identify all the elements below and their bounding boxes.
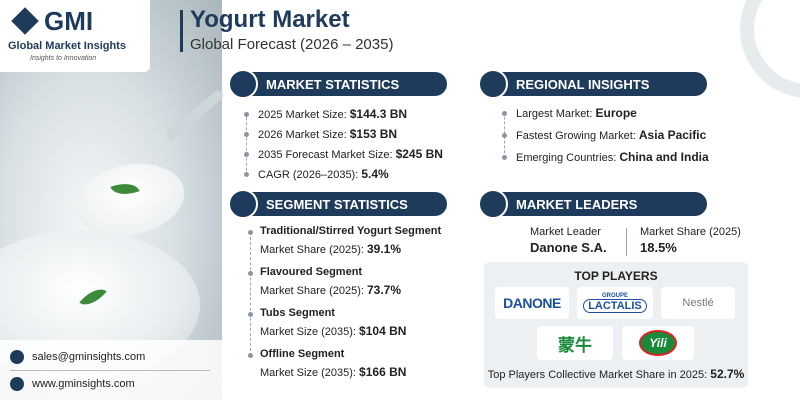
logo-text: GROUPE: [601, 293, 628, 299]
segment-value: 39.1%: [367, 242, 402, 256]
segment-label: Market Size (2035):: [260, 367, 356, 379]
logo-mark: GMI: [44, 6, 94, 36]
stat-value: $245 BN: [395, 147, 443, 161]
player-logo: DANONE: [495, 287, 569, 319]
stat: 2025 Market Size: $144.3 BN: [258, 107, 407, 121]
insight-value: Asia Pacific: [638, 128, 707, 142]
leader-label: Market Leader: [530, 226, 601, 238]
top-players-title: TOP PLAYERS: [574, 269, 658, 283]
deco-circle: [740, 0, 800, 98]
insight: Largest Market: Europe: [516, 106, 637, 120]
insight-value: Europe: [595, 106, 637, 120]
section-header: SEGMENT STATISTICS: [228, 189, 447, 219]
segment-value: 73.7%: [367, 283, 402, 297]
stat: CAGR (2026–2035): 5.4%: [258, 167, 389, 181]
segment-label: Market Share (2025):: [260, 244, 364, 256]
insight-label: Emerging Countries:: [516, 152, 617, 164]
section-title: MARKET STATISTICS: [266, 76, 400, 92]
subtitle: Global Forecast (2026 – 2035): [190, 36, 394, 53]
footer-value: 52.7%: [710, 367, 745, 381]
player-logo: Nestlé: [661, 287, 735, 319]
stat-value: 5.4%: [361, 167, 389, 181]
leader-name: Danone S.A.: [530, 240, 607, 255]
segment-stat: Market Share (2025): 73.7%: [260, 283, 401, 297]
footer-label: Top Players Collective Market Share in 2…: [487, 369, 708, 381]
timeline: [250, 232, 251, 356]
logo-text: Yili: [639, 330, 677, 356]
segment-name: Traditional/Stirred Yogurt Segment: [260, 225, 442, 237]
stat-label: 2026 Market Size:: [258, 129, 347, 141]
section-title: SEGMENT STATISTICS: [266, 196, 408, 212]
bullet: [502, 111, 507, 116]
web-icon: [10, 377, 24, 391]
stat: 2035 Forecast Market Size: $245 BN: [258, 147, 443, 161]
section-title: REGIONAL INSIGHTS: [516, 76, 650, 92]
bullet: [248, 271, 253, 276]
stat-value: $153 BN: [349, 127, 398, 141]
divider: [626, 228, 627, 256]
player-logo: GROUPE LACTALIS: [577, 287, 653, 319]
section-header: MARKET LEADERS: [478, 189, 707, 219]
stat-label: CAGR (2026–2035):: [258, 169, 359, 181]
bullet: [244, 132, 249, 137]
website: www.gminsights.com: [32, 378, 135, 390]
email-icon: [10, 350, 24, 364]
player-logo: 蒙牛: [537, 326, 613, 360]
player-logo: Yili: [622, 326, 694, 360]
logo-tagline: Insights to Innovation: [30, 55, 97, 62]
title-bar: [180, 10, 183, 52]
bullet: [248, 230, 253, 235]
segment-name: Tubs Segment: [260, 307, 335, 319]
section-header: MARKET STATISTICS: [228, 69, 447, 99]
stat-value: $144.3 BN: [349, 107, 408, 121]
segment-value: $166 BN: [359, 365, 407, 379]
logo: GMI Global Market Insights Insights to I…: [0, 0, 150, 72]
insight: Fastest Growing Market: Asia Pacific: [516, 128, 706, 142]
segment-label: Market Size (2035):: [260, 326, 356, 338]
bullet: [244, 152, 249, 157]
segment-stat: Market Share (2025): 39.1%: [260, 242, 401, 256]
email: sales@gminsights.com: [32, 351, 146, 363]
bullet: [244, 172, 249, 177]
stat-label: 2035 Forecast Market Size:: [258, 149, 393, 161]
segment-name: Offline Segment: [260, 348, 345, 360]
bullet: [248, 353, 253, 358]
bullet: [244, 112, 249, 117]
segment-name: Flavoured Segment: [260, 266, 363, 278]
bullet: [502, 133, 507, 138]
top-players-box: [484, 262, 748, 388]
stat-label: 2025 Market Size:: [258, 109, 347, 121]
insight-label: Fastest Growing Market:: [516, 130, 636, 142]
share-value: 18.5%: [640, 240, 677, 255]
logo-name: Global Market Insights: [8, 40, 126, 52]
insight-label: Largest Market:: [516, 108, 593, 120]
insight: Emerging Countries: China and India: [516, 150, 709, 164]
contact-panel: sales@gminsights.com www.gminsights.com: [0, 340, 222, 400]
logo-icon: [11, 7, 39, 35]
segment-stat: Market Size (2035): $166 BN: [260, 365, 406, 379]
logo-text: LACTALIS: [583, 299, 647, 313]
title: Yogurt Market: [190, 6, 350, 33]
divider: [10, 370, 210, 371]
stat: 2026 Market Size: $153 BN: [258, 127, 397, 141]
bullet: [248, 312, 253, 317]
share-label: Market Share (2025): [640, 226, 741, 238]
segment-value: $104 BN: [359, 324, 407, 338]
timeline: [246, 112, 247, 176]
top-players-footer: Top Players Collective Market Share in 2…: [484, 367, 748, 381]
section-title: MARKET LEADERS: [516, 196, 638, 212]
segment-label: Market Share (2025):: [260, 285, 364, 297]
segment-stat: Market Size (2035): $104 BN: [260, 324, 406, 338]
insight-value: China and India: [619, 150, 709, 164]
bullet: [502, 155, 507, 160]
section-header: REGIONAL INSIGHTS: [478, 69, 707, 99]
